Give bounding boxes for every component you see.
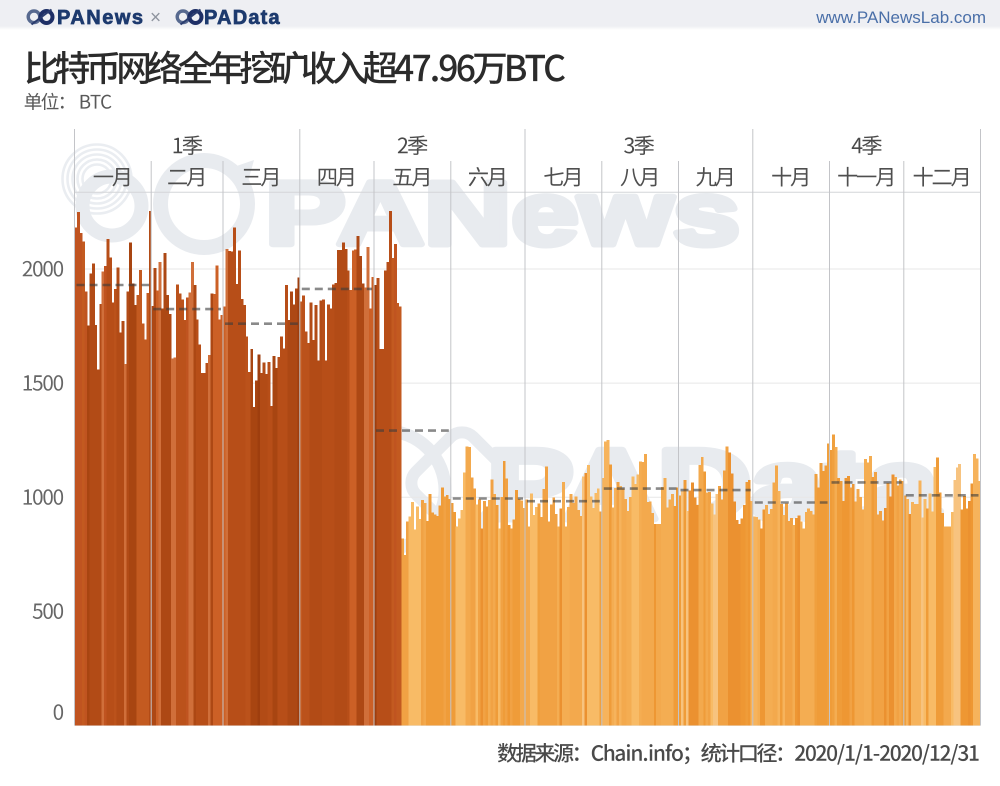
svg-text:×: × (150, 8, 161, 29)
svg-text:www.PANewsLab.com: www.PANewsLab.com (815, 8, 986, 27)
svg-text:PANews: PANews (57, 7, 145, 29)
svg-text:PAData: PAData (204, 7, 281, 29)
svg-text:PANews: PANews (265, 163, 740, 264)
